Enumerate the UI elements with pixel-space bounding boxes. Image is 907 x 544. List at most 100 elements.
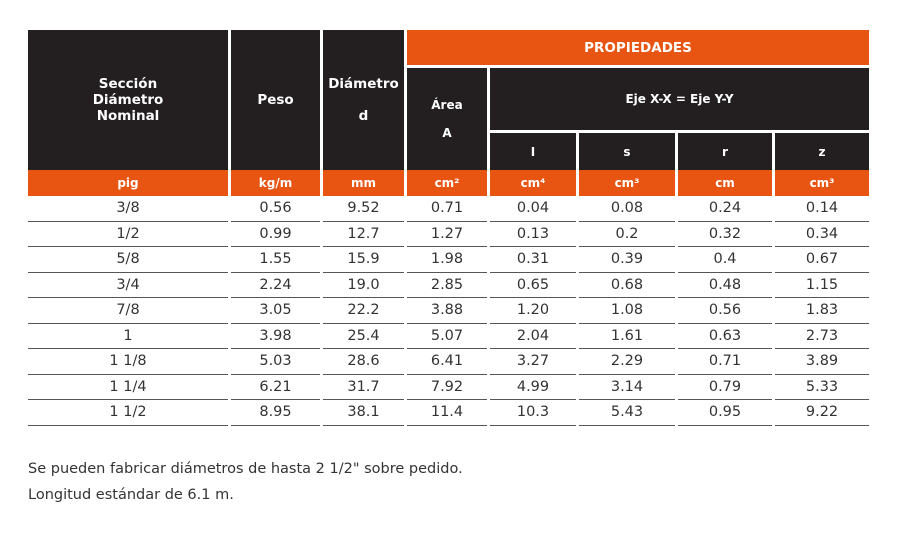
- table-cell: 5.33: [775, 375, 870, 400]
- table-cell: 5/8: [28, 247, 228, 273]
- header-area-label: Área: [431, 98, 463, 112]
- table-cell: 6.41: [407, 349, 487, 375]
- table-cell: 0.68: [579, 273, 675, 298]
- header-eje: Eje X-X = Eje Y-Y: [490, 65, 870, 130]
- table-row: 5/8 1.55 15.9 1.98 0.31 0.39 0.4 0.67: [28, 247, 870, 273]
- header-peso: Peso: [231, 30, 320, 170]
- table-cell: 0.13: [490, 222, 576, 247]
- table-cell: 3.05: [231, 298, 320, 324]
- table-cell: 0.08: [579, 196, 675, 222]
- table-cell: 0.71: [678, 349, 772, 375]
- table-cell: 5.43: [579, 400, 675, 426]
- table-cell: 7/8: [28, 298, 228, 324]
- header-area-symbol: A: [442, 126, 452, 140]
- header-seccion-line2: Diámetro: [92, 92, 164, 108]
- table-cell: 0.56: [231, 196, 320, 222]
- table-cell: 6.21: [231, 375, 320, 400]
- table-cell: 0.79: [678, 375, 772, 400]
- note-line: Se pueden fabricar diámetros de hasta 2 …: [28, 461, 463, 477]
- table-cell: 4.99: [490, 375, 576, 400]
- header-diametro: Diámetro d: [323, 30, 404, 170]
- table-cell: 0.14: [775, 196, 870, 222]
- table-row: 7/8 3.05 22.2 3.88 1.20 1.08 0.56 1.83: [28, 298, 870, 324]
- table-row: 1 1/4 6.21 31.7 7.92 4.99 3.14 0.79 5.33: [28, 375, 870, 400]
- table-cell: 38.1: [323, 400, 404, 426]
- header-seccion-line1: Sección: [98, 76, 158, 92]
- unit-cell: cm⁴: [490, 170, 576, 196]
- table-cell: 1: [28, 324, 228, 349]
- table-row: 1 1/2 8.95 38.1 11.4 10.3 5.43 0.95 9.22: [28, 400, 870, 426]
- table-cell: 0.31: [490, 247, 576, 273]
- table-cell: 1.55: [231, 247, 320, 273]
- header-area: Área A: [407, 65, 487, 170]
- table-cell: 1.98: [407, 247, 487, 273]
- table-cell: 31.7: [323, 375, 404, 400]
- unit-cell: mm: [323, 170, 404, 196]
- table-cell: 0.99: [231, 222, 320, 247]
- table-cell: 1 1/8: [28, 349, 228, 375]
- table-cell: 2.85: [407, 273, 487, 298]
- table-cell: 1.27: [407, 222, 487, 247]
- header-sub-r: r: [678, 130, 772, 170]
- table-cell: 0.65: [490, 273, 576, 298]
- table-cell: 3/8: [28, 196, 228, 222]
- table-cell: 10.3: [490, 400, 576, 426]
- table-cell: 12.7: [323, 222, 404, 247]
- table-cell: 0.71: [407, 196, 487, 222]
- table-cell: 0.95: [678, 400, 772, 426]
- table-cell: 3/4: [28, 273, 228, 298]
- table-row: 1/2 0.99 12.7 1.27 0.13 0.2 0.32 0.34: [28, 222, 870, 247]
- properties-table-container: Sección Diámetro Nominal Peso Diámetro d…: [28, 30, 870, 426]
- unit-cell: cm: [678, 170, 772, 196]
- unit-cell: kg/m: [231, 170, 320, 196]
- table-cell: 19.0: [323, 273, 404, 298]
- header-sub-z: z: [775, 130, 870, 170]
- table-cell: 0.48: [678, 273, 772, 298]
- table-cell: 0.34: [775, 222, 870, 247]
- table-cell: 0.67: [775, 247, 870, 273]
- table-cell: 5.03: [231, 349, 320, 375]
- header-sub-s: s: [579, 130, 675, 170]
- properties-table: Sección Diámetro Nominal Peso Diámetro d…: [25, 30, 872, 426]
- table-cell: 11.4: [407, 400, 487, 426]
- table-cell: 15.9: [323, 247, 404, 273]
- table-cell: 0.04: [490, 196, 576, 222]
- table-cell: 1 1/4: [28, 375, 228, 400]
- table-cell: 1.20: [490, 298, 576, 324]
- table-cell: 0.4: [678, 247, 772, 273]
- table-row: 3/4 2.24 19.0 2.85 0.65 0.68 0.48 1.15: [28, 273, 870, 298]
- table-cell: 2.04: [490, 324, 576, 349]
- table-cell: 3.98: [231, 324, 320, 349]
- table-body: 3/8 0.56 9.52 0.71 0.04 0.08 0.24 0.14 1/2 0.99 12…: [28, 196, 870, 426]
- table-cell: 3.88: [407, 298, 487, 324]
- table-cell: 3.27: [490, 349, 576, 375]
- table-row: 1 3.98 25.4 5.07 2.04 1.61 0.63 2.73: [28, 324, 870, 349]
- table-cell: 1.08: [579, 298, 675, 324]
- header-diametro-symbol: d: [358, 108, 369, 124]
- table-cell: 1/2: [28, 222, 228, 247]
- table-cell: 0.39: [579, 247, 675, 273]
- unit-cell: cm³: [579, 170, 675, 196]
- table-cell: 3.14: [579, 375, 675, 400]
- header-seccion: Sección Diámetro Nominal: [28, 30, 228, 170]
- table-cell: 9.52: [323, 196, 404, 222]
- header-seccion-line3: Nominal: [96, 108, 160, 124]
- table-cell: 5.07: [407, 324, 487, 349]
- table-row: 1 1/8 5.03 28.6 6.41 3.27 2.29 0.71 3.89: [28, 349, 870, 375]
- table-cell: 1 1/2: [28, 400, 228, 426]
- unit-cell: pig: [28, 170, 228, 196]
- table-cell: 2.29: [579, 349, 675, 375]
- table-cell: 0.56: [678, 298, 772, 324]
- table-cell: 1.61: [579, 324, 675, 349]
- unit-cell: cm³: [775, 170, 870, 196]
- table-cell: 8.95: [231, 400, 320, 426]
- note-line: Longitud estándar de 6.1 m.: [28, 487, 234, 503]
- table-cell: 9.22: [775, 400, 870, 426]
- table-cell: 22.2: [323, 298, 404, 324]
- header-diametro-label: Diámetro: [328, 76, 399, 92]
- table-cell: 7.92: [407, 375, 487, 400]
- table-cell: 25.4: [323, 324, 404, 349]
- table-cell: 28.6: [323, 349, 404, 375]
- units-row: pig kg/m mm cm² cm⁴ cm³ cm cm³: [28, 170, 870, 196]
- table-cell: 1.15: [775, 273, 870, 298]
